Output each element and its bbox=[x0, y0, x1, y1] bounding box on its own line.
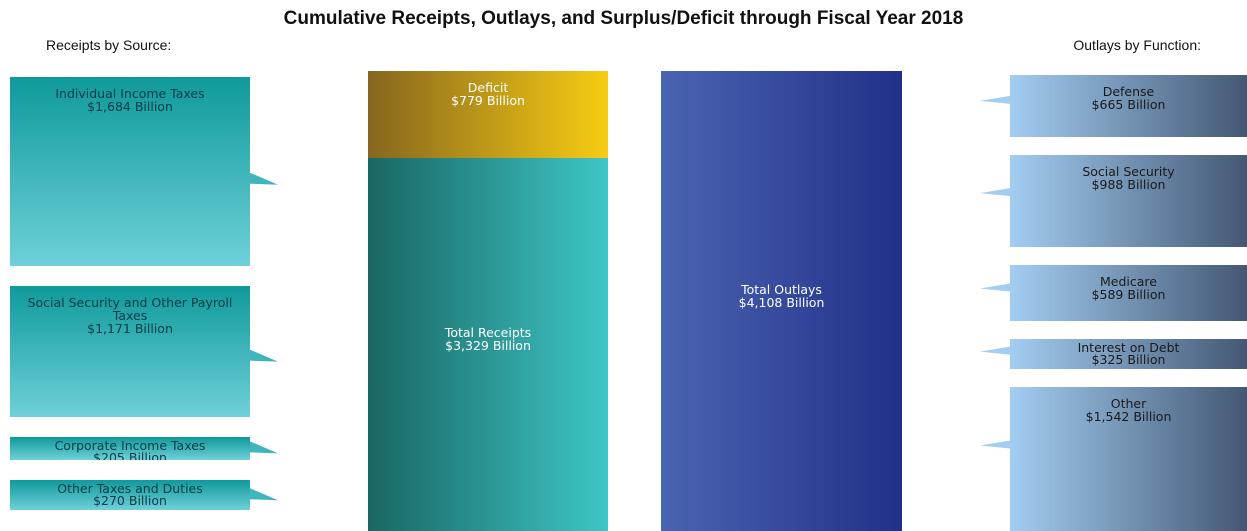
pointer bbox=[250, 441, 278, 454]
box-name: Individual Income Taxes bbox=[55, 86, 205, 101]
box-value: $205 Billion bbox=[93, 449, 167, 460]
deficit-bar: Deficit $779 Billion bbox=[368, 71, 608, 159]
pointer bbox=[250, 488, 278, 501]
pointer bbox=[980, 346, 1010, 355]
box-name: Deficit bbox=[467, 80, 509, 95]
box-name: Social Security bbox=[1082, 164, 1175, 180]
outlay-box: Medicare $589 Billion bbox=[1010, 265, 1247, 321]
box-value: $3,329 Billion bbox=[445, 337, 531, 353]
outlay-box: Interest on Debt $325 Billion bbox=[1010, 338, 1247, 369]
box-name: Total Outlays bbox=[741, 281, 822, 297]
box-name: Other bbox=[1110, 395, 1147, 411]
box-name: Interest on Debt bbox=[1077, 339, 1180, 355]
box-name: Defense bbox=[1102, 84, 1155, 99]
pointer bbox=[980, 188, 1010, 197]
pointer bbox=[250, 349, 278, 362]
box-value: $988 Billion bbox=[1091, 177, 1166, 193]
box-value: $665 Billion bbox=[1091, 97, 1166, 112]
outlay-box: Other $1,542 Billion bbox=[1010, 386, 1247, 531]
pointer bbox=[980, 283, 1010, 292]
pointer bbox=[250, 172, 278, 185]
outlays-heading: Outlays by Function: bbox=[1073, 37, 1201, 53]
outlay-box: Defense $665 Billion bbox=[1010, 75, 1247, 138]
box-value: $779 Billion bbox=[451, 93, 525, 108]
box-value: $1,542 Billion bbox=[1085, 408, 1172, 424]
box-name: Corporate Income Taxes bbox=[54, 437, 206, 453]
box-value: $1,171 Billion bbox=[87, 320, 173, 336]
receipt-box: Corporate Income Taxes $205 Billion bbox=[10, 436, 250, 460]
box-name: Medicare bbox=[1100, 274, 1157, 290]
box-value: $325 Billion bbox=[1091, 351, 1166, 367]
receipts-bar: Total Receipts $3,329 Billion bbox=[368, 158, 608, 531]
box-name: Social Security and Other Payroll Taxes bbox=[27, 294, 233, 323]
box-value: $270 Billion bbox=[93, 492, 167, 508]
chart-title: Cumulative Receipts, Outlays, and Surplu… bbox=[283, 8, 964, 29]
receipt-box: Other Taxes and Duties $270 Billion bbox=[10, 479, 250, 510]
box-value: $1,684 Billion bbox=[87, 99, 173, 114]
outlays-bar: Total Outlays $4,108 Billion bbox=[661, 71, 902, 531]
box-value: $4,108 Billion bbox=[738, 294, 825, 310]
receipt-box: Social Security and Other Payroll Taxes $… bbox=[10, 285, 250, 417]
outlay-box: Social Security $988 Billion bbox=[1010, 155, 1247, 248]
box-name: Other Taxes and Duties bbox=[57, 480, 203, 496]
box-name: Total Receipts bbox=[444, 324, 532, 340]
receipts-heading: Receipts by Source: bbox=[46, 37, 172, 53]
pointer bbox=[980, 95, 1010, 104]
receipt-box: Individual Income Taxes $1,684 Billion bbox=[10, 77, 250, 266]
box-value: $589 Billion bbox=[1091, 287, 1166, 303]
pointer bbox=[980, 440, 1010, 449]
